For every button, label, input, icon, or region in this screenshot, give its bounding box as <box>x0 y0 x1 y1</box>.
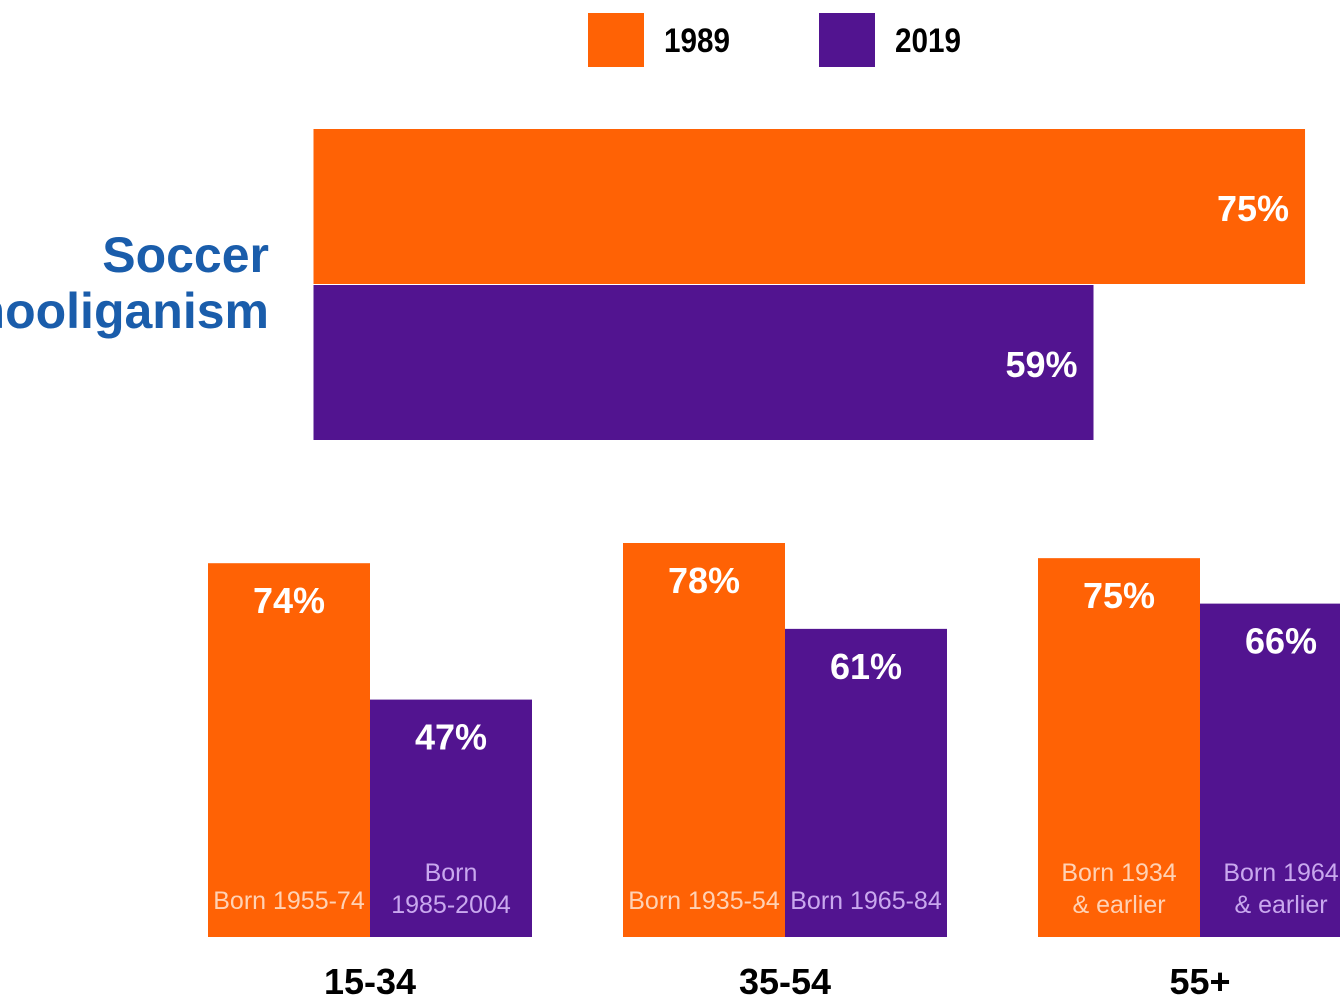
bar-label-35-54-1989: 78% <box>668 560 740 601</box>
bar-55+-1989 <box>1038 558 1200 937</box>
bar-label-15-34-1989: 74% <box>253 580 325 621</box>
category-label-15-34: 15-34 <box>324 961 416 999</box>
bar-label-35-54-2019: 61% <box>830 646 902 687</box>
legend-swatch-2019 <box>819 13 875 67</box>
born-label-15-34-2019-2: 1985-2004 <box>391 891 511 919</box>
legend-label-1989: 1989 <box>664 22 730 60</box>
born-label-15-34-2019-1: Born <box>425 859 478 887</box>
bar-label-15-34-2019: 47% <box>415 717 487 758</box>
bar-top-2019 <box>313 285 1094 440</box>
born-label-55+-1989-2: & earlier <box>1072 891 1165 919</box>
born-label-55+-2019-1: Born 1964 <box>1223 859 1338 887</box>
born-label-55+-1989-1: Born 1934 <box>1061 859 1176 887</box>
bar-35-54-2019 <box>785 628 947 937</box>
chart-title-line-1: Soccer <box>102 227 269 283</box>
bar-15-34-1989 <box>208 563 370 937</box>
category-label-35-54: 35-54 <box>739 961 831 999</box>
bar-top-label-2019: 59% <box>1005 344 1077 385</box>
bar-55+-2019 <box>1200 603 1340 937</box>
bar-35-54-1989 <box>623 543 785 937</box>
bar-15-34-2019 <box>370 699 532 937</box>
born-label-35-54-1989-1: Born 1935-54 <box>628 887 780 915</box>
born-label-55+-2019-2: & earlier <box>1234 891 1327 919</box>
bar-label-55+-2019: 66% <box>1245 621 1317 662</box>
born-label-15-34-1989-1: Born 1955-74 <box>213 887 365 915</box>
chart-title-line-2: hooliganism <box>0 283 269 339</box>
category-label-55+: 55+ <box>1169 961 1230 999</box>
bar-label-55+-1989: 75% <box>1083 575 1155 616</box>
bar-top-1989 <box>313 129 1306 284</box>
legend-label-2019: 2019 <box>895 22 961 60</box>
legend-swatch-1989 <box>588 13 644 67</box>
born-label-35-54-2019-1: Born 1965-84 <box>790 887 942 915</box>
bar-top-label-1989: 75% <box>1217 188 1289 229</box>
